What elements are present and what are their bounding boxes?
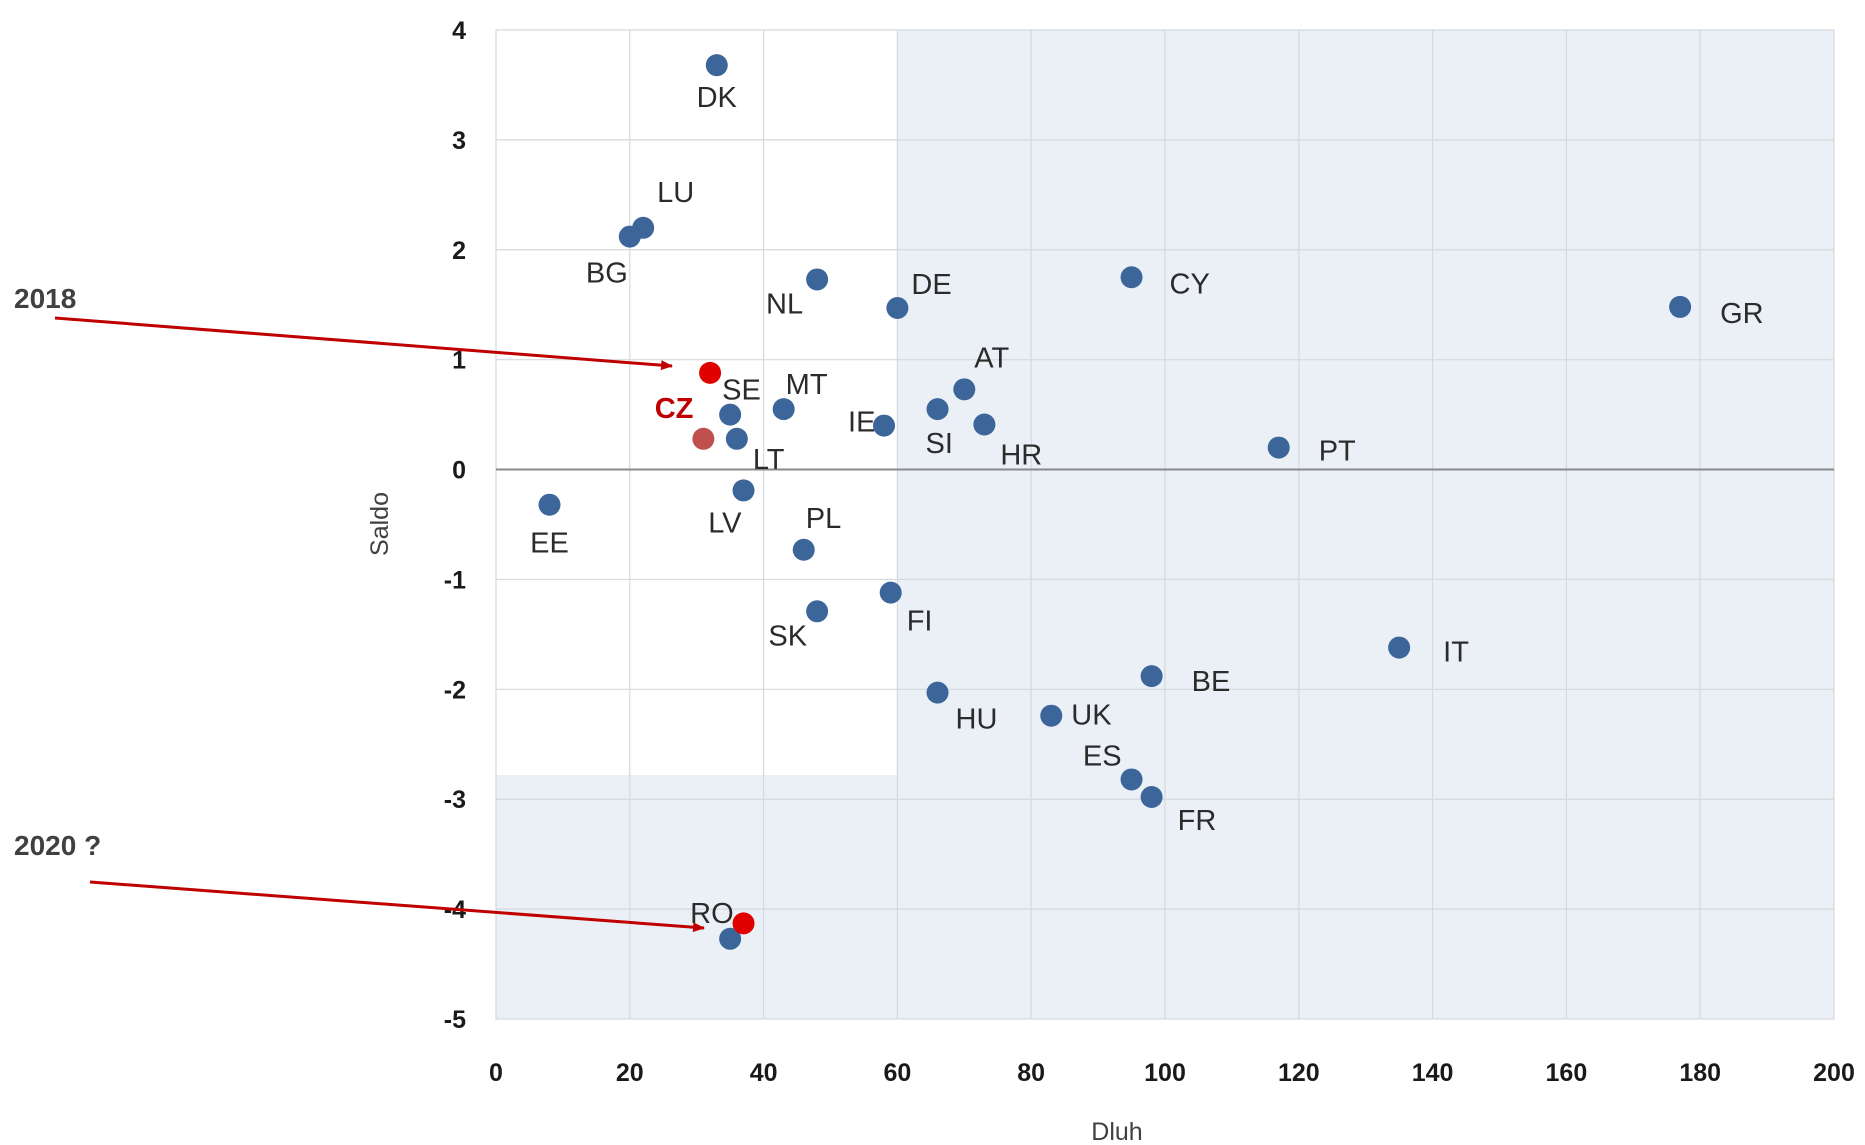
- point-label-nl: NL: [766, 288, 803, 320]
- data-point-fr: [1140, 786, 1163, 809]
- x-tick-label: 0: [489, 1059, 503, 1087]
- point-label-uk: UK: [1071, 700, 1112, 732]
- data-point-hr: [973, 413, 996, 436]
- y-tick-label: -5: [444, 1006, 466, 1034]
- point-label-de: DE: [911, 269, 951, 301]
- annotation-arrow-1: [89, 880, 705, 933]
- data-point-pl: [792, 538, 815, 561]
- point-label-ro: RO: [690, 898, 734, 930]
- data-point-pt: [1267, 436, 1290, 459]
- data-point-be: [1140, 665, 1163, 688]
- point-label-es: ES: [1083, 740, 1122, 772]
- data-point-it: [1388, 636, 1411, 659]
- y-tick-label: -2: [444, 676, 466, 704]
- data-point-de: [886, 297, 909, 320]
- point-label-be: BE: [1192, 666, 1231, 698]
- point-label-cy: CY: [1170, 268, 1210, 300]
- x-tick-label: 160: [1546, 1059, 1588, 1087]
- point-label-lu: LU: [657, 177, 694, 209]
- data-point-cz: [692, 427, 715, 450]
- point-label-fr: FR: [1178, 805, 1217, 837]
- point-label-si: SI: [926, 428, 953, 460]
- data-point-cy: [1120, 266, 1143, 289]
- x-tick-label: 140: [1412, 1059, 1454, 1087]
- data-point-se: [719, 403, 742, 426]
- annotation-arrow-0: [54, 316, 673, 371]
- x-tick-labels: 0 20 40 60 80 100 120 140 160 180 200: [489, 1059, 1855, 1087]
- point-label-gr: GR: [1720, 298, 1764, 330]
- point-label-it: IT: [1443, 637, 1469, 669]
- y-tick-label: 4: [452, 17, 466, 45]
- x-tick-label: 20: [616, 1059, 644, 1087]
- x-tick-label: 100: [1144, 1059, 1186, 1087]
- point-label-lt: LT: [753, 444, 785, 476]
- annotation-marker-0: [699, 361, 722, 384]
- point-label-ie: IE: [848, 407, 875, 439]
- point-label-dk: DK: [697, 82, 738, 114]
- y-tick-label: 3: [452, 127, 466, 155]
- data-point-uk: [1040, 704, 1063, 727]
- data-point-mt: [772, 398, 795, 421]
- data-point-lt: [725, 427, 748, 450]
- point-label-pl: PL: [806, 503, 841, 535]
- y-tick-label: -1: [444, 566, 466, 594]
- point-label-cz: CZ: [655, 393, 694, 425]
- data-point-ro: [719, 927, 742, 950]
- data-point-si: [926, 398, 949, 421]
- annotation-label-0: 2018: [14, 283, 76, 314]
- y-tick-label: 2: [452, 237, 466, 265]
- annotation-marker-1: [732, 912, 755, 935]
- point-label-se: SE: [722, 375, 761, 407]
- data-point-bg: [618, 225, 641, 248]
- point-label-at: AT: [974, 342, 1009, 374]
- point-label-hr: HR: [1000, 440, 1042, 472]
- data-point-dk: [705, 54, 728, 77]
- y-axis-title: Saldo: [366, 492, 394, 556]
- point-label-pt: PT: [1319, 436, 1356, 468]
- data-point-ie: [873, 414, 896, 437]
- y-tick-label: 0: [452, 457, 466, 485]
- x-tick-label: 80: [1017, 1059, 1045, 1087]
- x-tick-label: 40: [750, 1059, 778, 1087]
- y-tick-label: -3: [444, 786, 466, 814]
- y-tick-label: 1: [452, 347, 466, 375]
- point-label-mt: MT: [786, 369, 828, 401]
- data-point-nl: [806, 268, 829, 291]
- data-point-lv: [732, 479, 755, 502]
- point-label-hu: HU: [956, 704, 998, 736]
- x-tick-label: 120: [1278, 1059, 1320, 1087]
- gridlines: [495, 29, 1835, 1020]
- data-point-sk: [806, 600, 829, 623]
- point-label-bg: BG: [586, 258, 628, 290]
- x-tick-label: 200: [1813, 1059, 1855, 1087]
- point-label-lv: LV: [708, 507, 742, 539]
- data-point-hu: [926, 681, 949, 704]
- data-point-es: [1120, 768, 1143, 791]
- data-point-at: [953, 378, 976, 401]
- data-point-fi: [879, 581, 902, 604]
- point-label-fi: FI: [907, 606, 933, 638]
- data-point-ee: [538, 493, 561, 516]
- x-axis-title: Dluh: [1091, 1118, 1142, 1145]
- data-point-gr: [1669, 295, 1692, 318]
- annotations: 2018 2020 ?: [14, 283, 755, 935]
- point-label-sk: SK: [768, 620, 807, 652]
- data-points: DK LU BG NL DE CY GR AT SE MT IE SI HR LT CZ PT EE LV PL FI…: [530, 54, 1764, 950]
- annotation-label-1: 2020 ?: [14, 830, 101, 861]
- point-label-ee: EE: [530, 528, 569, 560]
- x-tick-label: 60: [883, 1059, 911, 1087]
- x-tick-label: 180: [1679, 1059, 1721, 1087]
